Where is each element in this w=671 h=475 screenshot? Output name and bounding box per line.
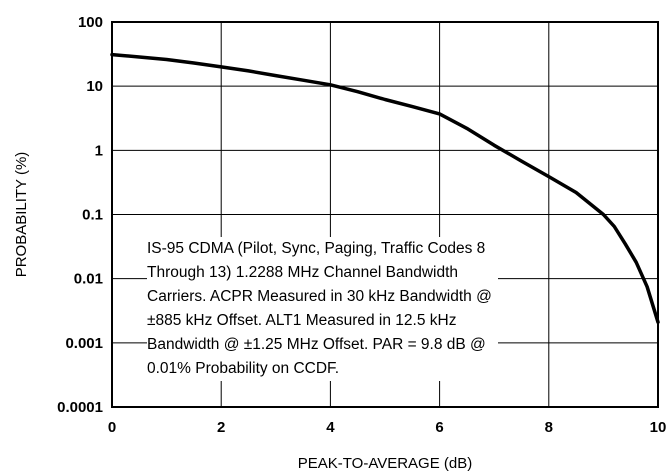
y-tick-labels: 100 10 1 0.1 0.01 0.001 0.0001 [57,14,103,416]
x-tick-label: 0 [108,419,116,436]
x-tick-label: 2 [217,419,225,436]
y-tick-label: 0.0001 [57,399,103,416]
x-axis-title: PEAK-TO-AVERAGE (dB) [298,455,473,472]
y-tick-label: 10 [86,78,103,95]
x-tick-labels: 0 2 4 6 8 10 [108,419,667,436]
y-tick-label: 0.1 [82,207,103,224]
ccdf-curve [110,52,660,324]
x-tick-label: 10 [650,419,667,436]
y-tick-label: 100 [78,14,103,31]
plot-frame [111,21,659,408]
x-tick-label: 8 [545,419,553,436]
x-tick-label: 4 [326,419,335,436]
y-tick-label: 0.01 [74,271,103,288]
x-tick-label: 6 [435,419,443,436]
y-tick-label: 0.001 [65,335,103,352]
y-axis-title: PROBABILITY (%) [13,152,30,278]
y-tick-label: 1 [95,142,103,159]
chart-annotation: IS-95 CDMA (Pilot, Sync, Paging, Traffic… [147,237,498,381]
